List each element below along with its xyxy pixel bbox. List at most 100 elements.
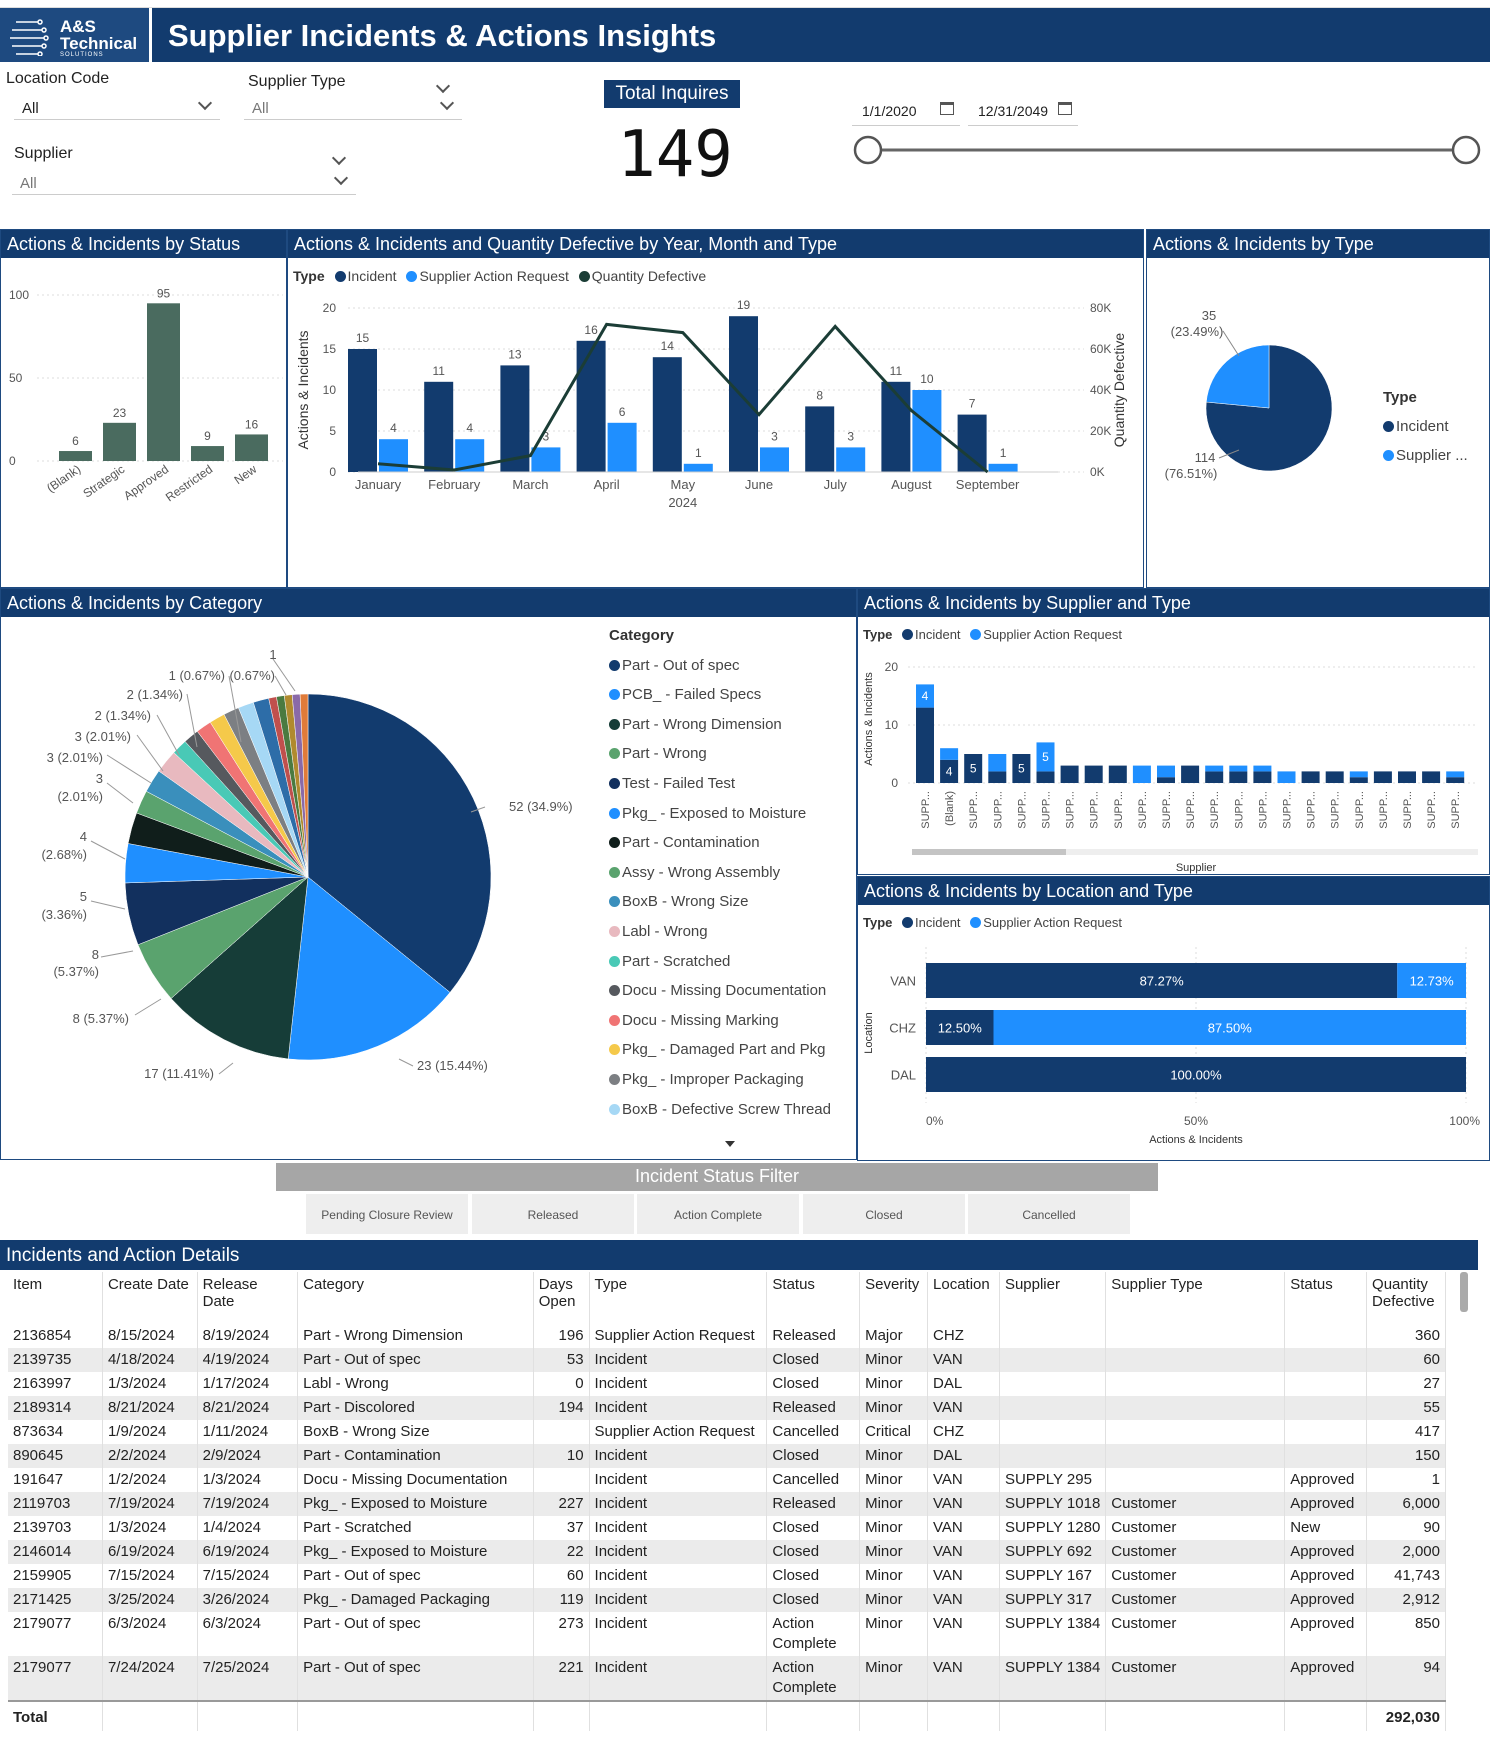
bar[interactable]: [103, 422, 136, 461]
bar-incident[interactable]: [1349, 777, 1368, 783]
column-header[interactable]: Category: [297, 1272, 534, 1324]
bar-incident[interactable]: [1036, 771, 1055, 783]
bar-incident[interactable]: [348, 349, 377, 472]
legend-item[interactable]: Pkg_ - Damaged Part and Pkg: [622, 1041, 826, 1059]
bar-incident[interactable]: [926, 1010, 994, 1045]
bar-supplier-action[interactable]: [1132, 765, 1151, 783]
type-slice[interactable]: [1206, 344, 1270, 409]
bar-supplier-action[interactable]: [1397, 963, 1466, 998]
bar-supplier-action[interactable]: [607, 422, 637, 472]
calendar-icon[interactable]: [940, 102, 954, 115]
start-date-input[interactable]: 1/1/2020: [852, 96, 960, 126]
slider-end-handle[interactable]: [1451, 135, 1481, 165]
legend-item[interactable]: Pkg_ - Improper Packaging: [622, 1070, 804, 1088]
column-header[interactable]: Status: [1284, 1272, 1368, 1324]
bar-incident[interactable]: [1181, 765, 1200, 783]
bar-incident[interactable]: [1253, 771, 1272, 783]
end-date-input[interactable]: 12/31/2049: [968, 96, 1078, 126]
bar-supplier-action[interactable]: [1277, 771, 1296, 783]
table-scrollbar[interactable]: [1460, 1272, 1468, 1312]
bar[interactable]: [147, 303, 180, 461]
table-row[interactable]: 890645 2/2/2024 2/9/2024 Part - Contaminati…: [8, 1444, 1446, 1468]
column-header[interactable]: Type: [589, 1272, 768, 1324]
bar-incident[interactable]: [916, 707, 934, 783]
bar-incident[interactable]: [1301, 771, 1320, 783]
filter-released-button[interactable]: Released: [472, 1194, 634, 1234]
bar[interactable]: [191, 446, 224, 461]
column-header[interactable]: Quantity Defective: [1366, 1272, 1446, 1324]
bar-incident[interactable]: [988, 771, 1007, 783]
table-row[interactable]: 2136854 8/15/2024 8/19/2024 Part - Wrong Di…: [8, 1324, 1446, 1348]
date-range-slider[interactable]: [850, 132, 1486, 168]
table-row[interactable]: 2139703 1/3/2024 1/4/2024 Part - Scratched 3…: [8, 1516, 1446, 1540]
bar-incident[interactable]: [1157, 777, 1175, 783]
bar-supplier-action[interactable]: [916, 684, 934, 708]
table-row[interactable]: 873634 1/9/2024 1/11/2024 BoxB - Wrong Size…: [8, 1420, 1446, 1444]
filter-pending-closure-button[interactable]: Pending Closure Review: [306, 1194, 468, 1234]
table-row[interactable]: 2159905 7/15/2024 7/15/2024 Part - Out of s…: [8, 1564, 1446, 1588]
legend-item[interactable]: Part - Contamination: [622, 834, 760, 852]
bar-supplier-action[interactable]: [988, 754, 1007, 772]
column-header[interactable]: Location: [927, 1272, 1000, 1324]
legend-item[interactable]: Docu - Missing Marking: [622, 1011, 779, 1029]
bar-incident[interactable]: [652, 357, 682, 472]
bar-supplier-action[interactable]: [683, 463, 713, 472]
bar-incident[interactable]: [1084, 765, 1103, 783]
column-header[interactable]: Days Open: [533, 1272, 590, 1324]
bar-incident[interactable]: [1012, 754, 1031, 783]
legend-item[interactable]: Pkg_ - Exposed to Moisture: [622, 804, 807, 822]
bar[interactable]: [59, 451, 92, 461]
calendar-icon[interactable]: [1058, 102, 1072, 115]
table-row[interactable]: 2139735 4/18/2024 4/19/2024 Part - Out of s…: [8, 1348, 1446, 1372]
legend-item[interactable]: BoxB - Wrong Size: [622, 893, 749, 911]
bar-incident[interactable]: [1373, 771, 1392, 783]
legend-item[interactable]: PCB_ - Failed Specs: [622, 686, 762, 704]
legend-item[interactable]: Part - Wrong: [622, 745, 707, 763]
bar-incident[interactable]: [957, 414, 987, 472]
column-header[interactable]: Supplier Type: [1105, 1272, 1286, 1324]
column-header[interactable]: Create Date: [102, 1272, 198, 1324]
bar-incident[interactable]: [1398, 771, 1416, 783]
category-slice[interactable]: [307, 693, 492, 993]
table-row[interactable]: 2146014 6/19/2024 6/19/2024 Pkg_ - Exposed …: [8, 1540, 1446, 1564]
column-header[interactable]: Supplier: [999, 1272, 1107, 1324]
category-slice[interactable]: [170, 876, 309, 1060]
bar-incident[interactable]: [1060, 765, 1079, 783]
bar-incident[interactable]: [500, 365, 530, 472]
bar-incident[interactable]: [424, 381, 454, 472]
legend-item[interactable]: Part - Out of spec: [622, 656, 740, 674]
category-slice[interactable]: [299, 693, 309, 878]
column-header[interactable]: Status: [766, 1272, 861, 1324]
chevron-down-icon[interactable]: [331, 150, 347, 166]
bar-supplier-action[interactable]: [1253, 765, 1272, 772]
bar-supplier-action[interactable]: [1205, 765, 1224, 772]
horizontal-scrollbar-track[interactable]: [912, 849, 1478, 855]
bar-incident[interactable]: [576, 340, 606, 472]
horizontal-scrollbar-thumb[interactable]: [912, 849, 1066, 855]
legend-item[interactable]: Part - Wrong Dimension: [622, 715, 782, 733]
legend-item[interactable]: Docu - Missing Documentation: [622, 982, 827, 1000]
filter-closed-button[interactable]: Closed: [803, 1194, 965, 1234]
bar-incident[interactable]: [1229, 771, 1248, 783]
table-row[interactable]: 191647 1/2/2024 1/3/2024 Docu - Missing Doc…: [8, 1468, 1446, 1492]
bar-incident[interactable]: [881, 381, 911, 472]
legend-item[interactable]: Labl - Wrong: [622, 922, 708, 940]
bar-supplier-action[interactable]: [1229, 765, 1248, 772]
slider-start-handle[interactable]: [853, 135, 883, 165]
bar-incident[interactable]: [940, 759, 959, 783]
bar-incident[interactable]: [964, 754, 983, 783]
bar-incident[interactable]: [1205, 771, 1224, 783]
location-code-dropdown[interactable]: All: [14, 90, 220, 120]
column-header[interactable]: Severity: [859, 1272, 929, 1324]
table-row[interactable]: 2171425 3/25/2024 3/26/2024 Pkg_ - Damaged …: [8, 1588, 1446, 1612]
filter-cancelled-button[interactable]: Cancelled: [968, 1194, 1130, 1234]
bar-supplier-action[interactable]: [760, 447, 789, 472]
column-header[interactable]: Item: [8, 1272, 103, 1324]
bar-supplier-action[interactable]: [993, 1010, 1467, 1045]
bar-incident[interactable]: [805, 406, 835, 472]
bar-incident[interactable]: [729, 316, 758, 472]
column-header[interactable]: Release Date: [197, 1272, 299, 1324]
bar-incident[interactable]: [1108, 765, 1127, 783]
quantity-defective-line[interactable]: [377, 322, 989, 474]
bar-incident[interactable]: [1422, 771, 1441, 783]
